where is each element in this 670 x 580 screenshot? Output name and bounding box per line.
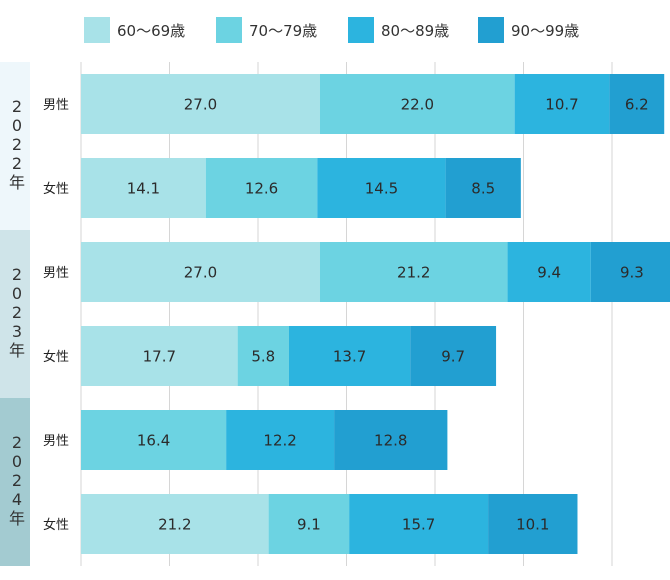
bar-segment <box>81 158 206 218</box>
data-label: 6.2 <box>625 96 649 114</box>
legend: 60～69歳 70～79歳 80～89歳 90～99歳 <box>0 0 670 62</box>
bar-segment <box>81 494 269 554</box>
gender-label: 男性 <box>43 434 69 449</box>
bar-segment <box>488 494 578 554</box>
legend-label: 60～69歳 <box>117 21 186 40</box>
data-label: 13.7 <box>333 348 366 366</box>
legend-label: 80～89歳 <box>381 21 450 40</box>
data-label: 9.3 <box>620 264 644 282</box>
data-label: 12.6 <box>245 180 278 198</box>
bar-segment <box>81 410 227 470</box>
gender-label: 男性 <box>43 266 69 281</box>
gender-label: 女性 <box>43 181 69 197</box>
gender-label: 女性 <box>43 349 69 365</box>
bar-segment <box>81 242 320 302</box>
legend-swatch <box>348 17 374 43</box>
data-label: 27.0 <box>184 96 217 114</box>
bar-segment <box>590 242 670 302</box>
legend-swatch <box>216 17 242 43</box>
bar-segment <box>334 410 448 470</box>
legend-item: 60～69歳 <box>84 17 185 43</box>
bar-segment <box>226 410 335 470</box>
data-label: 9.4 <box>537 264 561 282</box>
bar-segment <box>445 158 521 218</box>
year-band <box>0 62 30 230</box>
year-band <box>0 398 30 566</box>
data-label: 17.7 <box>143 348 176 366</box>
bar-segment <box>319 242 508 302</box>
data-label: 22.0 <box>401 96 434 114</box>
data-label: 15.7 <box>402 516 435 534</box>
legend-swatch <box>478 17 504 43</box>
bar-segment <box>237 326 289 386</box>
data-label: 9.7 <box>441 348 465 366</box>
legend-item: 90～99歳 <box>478 17 579 43</box>
bar-segment <box>319 74 515 134</box>
bar-segment <box>507 242 591 302</box>
gender-label: 男性 <box>43 98 69 113</box>
bar-segment <box>609 74 665 134</box>
bar-segment <box>81 74 320 134</box>
data-label: 12.8 <box>374 432 407 450</box>
data-label: 27.0 <box>184 264 217 282</box>
gender-label: 女性 <box>43 517 69 533</box>
data-label: 21.2 <box>158 516 191 534</box>
bar-segment <box>205 158 318 218</box>
bar-segment <box>268 494 350 554</box>
data-label: 10.7 <box>545 96 578 114</box>
data-label: 14.1 <box>127 180 160 198</box>
legend-item: 70～79歳 <box>216 17 317 43</box>
data-label: 21.2 <box>397 264 430 282</box>
bar-segment <box>288 326 411 386</box>
data-label: 8.5 <box>471 180 495 198</box>
data-label: 9.1 <box>297 516 321 534</box>
legend-swatch <box>84 17 110 43</box>
data-label: 5.8 <box>251 348 275 366</box>
bar-segment <box>317 158 446 218</box>
bar-segment <box>410 326 497 386</box>
year-band <box>0 230 30 398</box>
data-label: 12.2 <box>263 432 296 450</box>
data-label: 10.1 <box>516 516 549 534</box>
bar-segment <box>349 494 489 554</box>
legend-label: 90～99歳 <box>511 21 580 40</box>
bar-segment <box>514 74 610 134</box>
legend-label: 70～79歳 <box>249 21 318 40</box>
data-label: 14.5 <box>365 180 398 198</box>
bar-segment <box>81 326 238 386</box>
legend-item: 80～89歳 <box>348 17 449 43</box>
data-label: 16.4 <box>137 432 170 450</box>
